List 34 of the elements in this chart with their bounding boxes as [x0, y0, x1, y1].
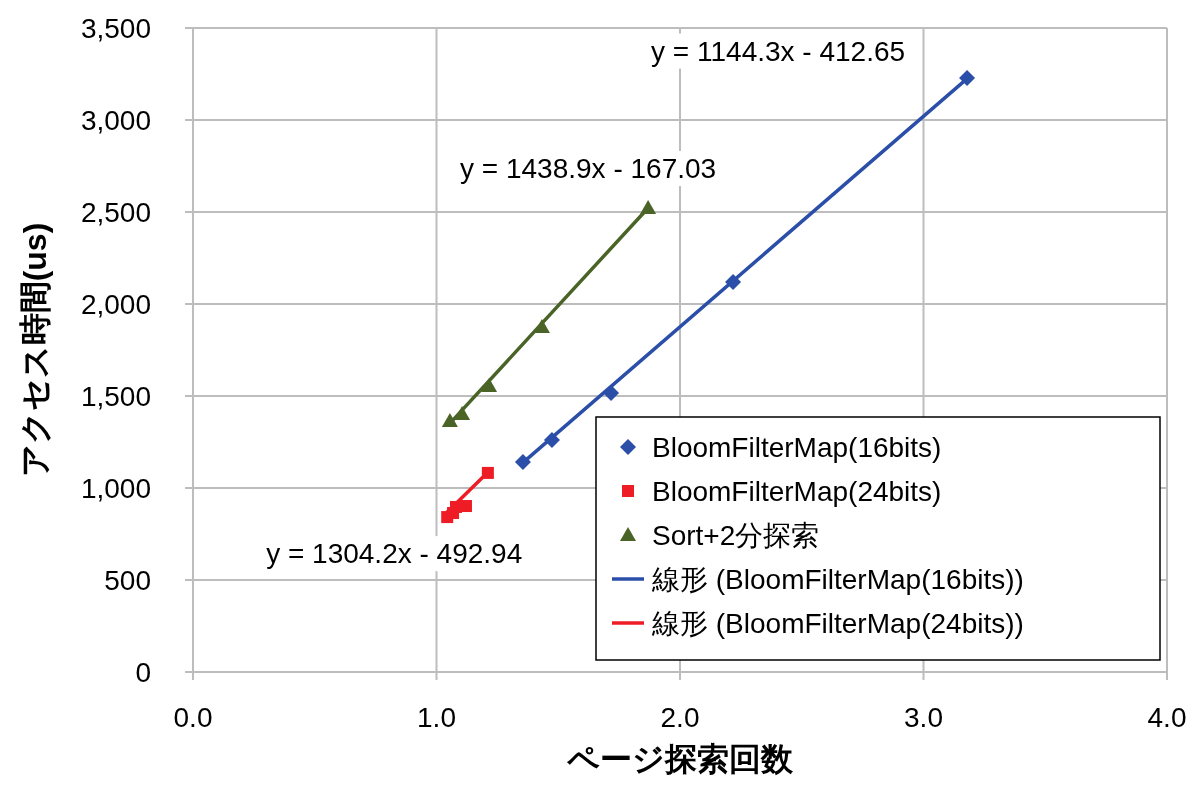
y-tick-label: 1,000	[80, 473, 151, 504]
y-tick-label: 500	[104, 565, 151, 596]
point	[543, 431, 560, 448]
point	[481, 466, 494, 479]
legend-label: BloomFilterMap(24bits)	[652, 476, 942, 507]
annotation: y = 1438.9x - 167.03	[460, 152, 717, 184]
point	[533, 319, 550, 333]
x-axis-title: ページ探索回数	[566, 741, 794, 777]
legend-label: 線形 (BloomFilterMap(16bits))	[651, 564, 1024, 595]
point	[640, 199, 657, 214]
y-tick-label: 3,000	[80, 105, 151, 136]
y-axis-title: アクセス時間(us)	[17, 222, 53, 478]
legend-label: 線形 (BloomFilterMap(24bits))	[651, 608, 1024, 639]
point	[481, 378, 498, 393]
legend-label: BloomFilterMap(16bits)	[652, 432, 942, 463]
x-tick-label: 0.0	[173, 702, 213, 733]
annotation: y = 1144.3x - 412.65	[651, 35, 906, 67]
point	[454, 406, 471, 421]
x-tick-label: 4.0	[1147, 702, 1187, 733]
x-tick-label: 3.0	[904, 702, 943, 733]
point	[603, 385, 620, 402]
y-tick-label: 1,500	[80, 381, 151, 412]
point	[441, 413, 458, 428]
point	[514, 454, 531, 471]
y-tick-label: 3,500	[80, 13, 151, 44]
x-tick-label: 1.0	[417, 702, 456, 733]
x-tick-label: 2.0	[660, 702, 700, 733]
point	[725, 273, 742, 290]
legend-label: Sort+2分探索	[652, 520, 820, 551]
annotation: y = 1304.2x - 492.94	[266, 538, 523, 570]
y-tick-label: 0	[135, 657, 151, 688]
y-tick-label: 2,000	[80, 289, 151, 320]
point	[959, 70, 976, 87]
y-tick-label: 2,500	[80, 197, 151, 228]
